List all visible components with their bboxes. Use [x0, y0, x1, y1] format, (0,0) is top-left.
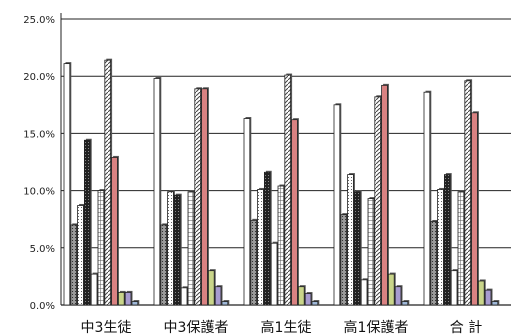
bars — [63, 58, 500, 306]
bar — [221, 301, 229, 306]
bar — [360, 279, 368, 306]
bar — [340, 214, 347, 306]
bar — [477, 280, 485, 306]
bar — [277, 185, 285, 306]
bar — [367, 198, 375, 306]
bar — [84, 139, 91, 306]
x-category-label: 合 計 — [450, 320, 482, 336]
bar — [160, 224, 168, 306]
bar — [173, 194, 181, 306]
bar — [484, 289, 492, 306]
bar — [257, 189, 264, 306]
bar — [70, 224, 78, 306]
category-labels: 中3生徒 中3保護者 高1生徒 高1保護者 合 計 — [81, 319, 483, 336]
bar — [443, 174, 451, 306]
y-tick-label: 15.0% — [23, 129, 55, 140]
bar — [374, 96, 381, 306]
x-category-label: 中3保護者 — [164, 320, 229, 336]
y-tick-labels: 0.0% 5.0% 10.0% 15.0% 20.0% 25.0% — [23, 15, 55, 312]
bar — [187, 191, 195, 306]
bar — [353, 191, 361, 306]
bar — [430, 221, 437, 306]
bar — [124, 292, 132, 306]
y-tick-label: 5.0% — [30, 244, 55, 255]
bar — [270, 242, 278, 306]
bar — [284, 74, 291, 306]
bar — [63, 63, 71, 306]
bar — [77, 205, 84, 306]
bar — [263, 171, 271, 306]
bar — [450, 270, 458, 306]
bar — [394, 286, 402, 306]
bar — [111, 157, 118, 306]
bar — [333, 104, 341, 306]
bar — [214, 286, 222, 306]
bar — [304, 293, 312, 306]
bar — [291, 119, 298, 306]
bar — [401, 301, 409, 306]
bar — [194, 88, 202, 306]
bar — [97, 190, 105, 306]
bar — [297, 286, 305, 306]
bar — [311, 301, 319, 306]
bar — [457, 191, 465, 306]
bar — [118, 292, 125, 306]
bar — [180, 287, 188, 306]
bar — [387, 273, 395, 306]
x-category-label: 中3生徒 — [81, 320, 132, 336]
bar — [464, 80, 471, 306]
y-tick-label: 20.0% — [23, 72, 55, 83]
bar — [104, 59, 112, 306]
bar — [347, 174, 354, 306]
bar — [381, 84, 388, 306]
bar — [153, 78, 161, 306]
bar — [243, 118, 251, 306]
bar — [207, 270, 215, 306]
x-category-label: 高1生徒 — [261, 319, 312, 336]
bar — [491, 301, 499, 306]
y-tick-label: 0.0% — [30, 301, 55, 312]
y-tick-label: 10.0% — [23, 187, 55, 198]
x-category-label: 高1保護者 — [344, 319, 409, 336]
bar — [423, 91, 431, 306]
bar — [250, 219, 258, 306]
bar — [90, 273, 98, 306]
bar — [131, 301, 139, 306]
bar — [471, 112, 478, 306]
bar — [167, 191, 174, 306]
y-tick-label: 25.0% — [23, 15, 55, 26]
bar — [437, 189, 444, 306]
bar — [201, 88, 208, 306]
